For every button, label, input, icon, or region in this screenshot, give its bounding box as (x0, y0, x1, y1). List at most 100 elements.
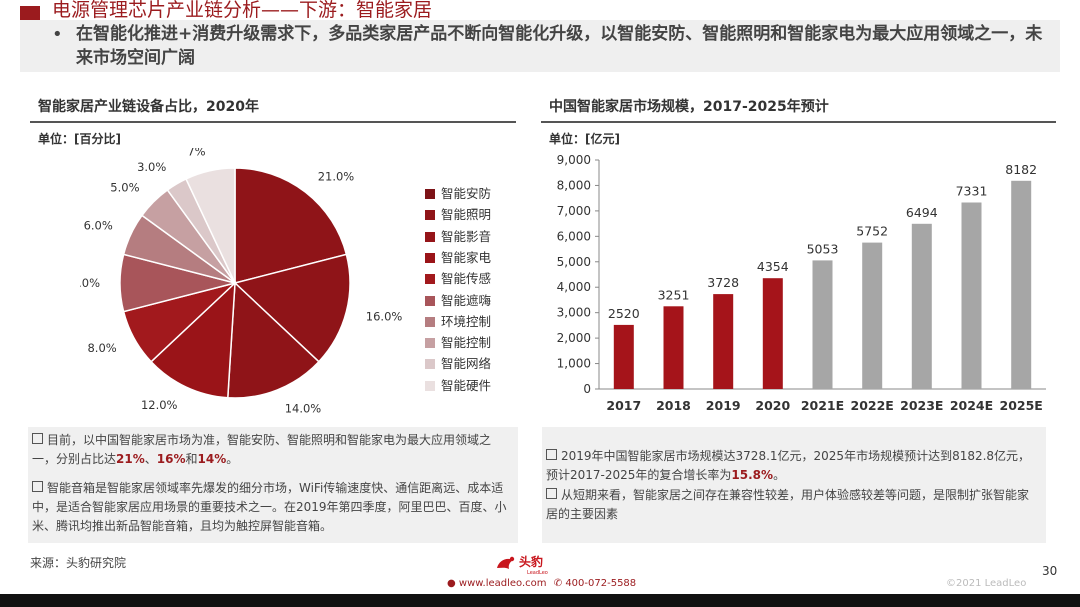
pie-value-label: 12.0% (141, 398, 178, 412)
y-tick-label: 7,000 (557, 204, 591, 218)
legend-swatch (425, 252, 435, 263)
legend-item: 智能影音 (425, 227, 491, 247)
right-note-1-text: 2019年中国智能家居市场规模达3728.1亿元，2025年市场规模预计达到81… (546, 449, 1031, 482)
pie-value-label: 6.0% (84, 219, 113, 233)
x-tick-label: 2019 (706, 398, 741, 413)
footer-contacts: ● www.leadleo.com ✆ 400-072-5588 (447, 578, 636, 589)
right-notes-box (542, 427, 1046, 543)
legend-item: 智能网络 (425, 354, 491, 374)
left-note-2: 智能音箱是智能家居领域率先爆发的细分市场，WiFi传输速度快、通信距离远、成本适… (32, 479, 512, 536)
bar-value-label: 3728 (707, 275, 739, 290)
left-panel-title: 智能家居产业链设备占比，2020年 (38, 99, 259, 115)
right-note-1-value: 15.8% (731, 468, 774, 482)
left-note-1-value-2: 16% (156, 452, 186, 466)
legend-label: 智能传感 (441, 271, 492, 287)
legend-swatch (425, 295, 435, 306)
website-link[interactable]: www.leadleo.com (458, 578, 547, 589)
right-note-1: 2019年中国智能家居市场规模达3728.1亿元，2025年市场规模预计达到81… (546, 447, 1040, 485)
bar-value-label: 7331 (956, 184, 988, 199)
summary-bullet: • (52, 24, 63, 45)
legend-swatch (425, 231, 435, 242)
pie-slice (226, 281, 320, 399)
x-tick-label: 2021E (801, 398, 844, 413)
pie-slice (234, 167, 348, 284)
right-note-1-end: 。 (773, 468, 786, 482)
bar (862, 242, 883, 389)
left-note-1-value-3: 14% (197, 452, 227, 466)
left-note-1-end: 。 (226, 452, 239, 466)
phone-icon: ✆ (553, 578, 563, 589)
logo-subtext: LeadLeo (527, 570, 548, 576)
page-number: 30 (1042, 564, 1058, 578)
y-tick-label: 4,000 (557, 280, 591, 294)
legend-swatch (425, 210, 435, 221)
pie-slice (150, 281, 236, 399)
x-tick-label: 2025E (1000, 398, 1043, 413)
left-note-1-sep-2: 和 (185, 452, 198, 466)
legend-swatch (425, 189, 435, 199)
summary-box (20, 20, 1060, 72)
bar (663, 306, 684, 389)
slide-title: 电源管理芯片产业链分析——下游：智能家居 (52, 0, 433, 21)
y-tick-label: 6,000 (557, 229, 591, 243)
bar (911, 223, 932, 389)
bar (961, 202, 982, 389)
left-note-1-text: 目前，以中国智能家居市场为准，智能安防、智能照明和智能家电为最大应用领域之一，分… (32, 433, 492, 466)
checkbox-bullet-icon (546, 488, 557, 499)
left-notes-box (28, 427, 518, 543)
bar-value-label: 6494 (906, 205, 938, 220)
x-tick-label: 2024E (950, 398, 993, 413)
y-tick-label: 8,000 (557, 178, 591, 192)
left-note-1-sep-1: 、 (144, 452, 157, 466)
legend-label: 环境控制 (441, 313, 492, 329)
legend-label: 智能照明 (441, 207, 492, 223)
right-note-2-text: 从短期来看，智能家居之间存在兼容性较差，用户体验感较差等问题，是限制扩张智能家居… (546, 488, 1030, 521)
bar (713, 294, 734, 389)
legend-item: 智能照明 (425, 205, 491, 225)
legend-label: 智能家电 (441, 249, 492, 265)
legend-item: 智能家电 (425, 248, 491, 268)
pie-value-label: 3.0% (137, 160, 166, 174)
bar-value-label: 8182 (1005, 162, 1037, 177)
legend-swatch (425, 316, 435, 327)
bar (613, 324, 634, 389)
pie-value-label: 16.0% (366, 310, 403, 324)
pie-value-label: 7% (187, 148, 205, 158)
x-tick-label: 2023E (900, 398, 943, 413)
x-tick-label: 2018 (656, 398, 691, 413)
legend-item: 智能硬件 (425, 376, 491, 396)
right-panel-unit: 单位：[亿元] (549, 132, 620, 146)
legend-label: 智能控制 (441, 335, 492, 351)
checkbox-bullet-icon (32, 433, 43, 444)
bar-value-label: 5053 (807, 241, 839, 256)
x-tick-label: 2022E (851, 398, 894, 413)
pie-chart: 21.0% 16.0% 14.0% 12.0% 8.0% 8.0% 6.0% 5.0% 3.0%… (80, 148, 403, 416)
source-note: 来源：头豹研究院 (30, 556, 127, 570)
bar-chart: 0 1,000 2,000 3,000 4,000 5,000 6,000 7,000 8,00… (557, 153, 1046, 413)
checkbox-bullet-icon (32, 481, 43, 492)
y-tick-label: 9,000 (557, 153, 591, 167)
legend-label: 智能遮嗨 (441, 292, 492, 308)
bar (762, 278, 783, 389)
y-tick-label: 3,000 (557, 306, 591, 320)
legend-label: 智能安防 (441, 186, 492, 201)
x-tick-label: 2017 (606, 398, 641, 413)
legend-item: 智能传感 (425, 269, 491, 289)
y-tick-label: 0 (583, 382, 591, 396)
bar-value-label: 4354 (757, 259, 789, 274)
right-panel-rule (541, 121, 1056, 123)
left-panel-unit: 单位：[百分比] (38, 132, 121, 146)
pie-slice (185, 167, 236, 284)
legend-swatch (425, 359, 435, 370)
bar (812, 260, 833, 389)
bar-value-label: 2520 (608, 306, 640, 321)
legend-item: 环境控制 (425, 312, 491, 332)
summary-text: 在智能化推进+消费升级需求下，多品类家居产品不断向智能化升级，以智能安防、智能照… (76, 24, 1043, 68)
globe-icon: ● (447, 578, 456, 589)
left-panel-rule (30, 121, 516, 123)
legend-label: 智能影音 (441, 228, 492, 244)
leadleo-logo: 头豹 LeadLeo (497, 554, 548, 576)
left-note-1: 目前，以中国智能家居市场为准，智能安防、智能照明和智能家电为最大应用领域之一，分… (32, 431, 512, 469)
legend-label: 智能硬件 (441, 377, 492, 393)
bar-value-label: 3251 (658, 287, 690, 302)
